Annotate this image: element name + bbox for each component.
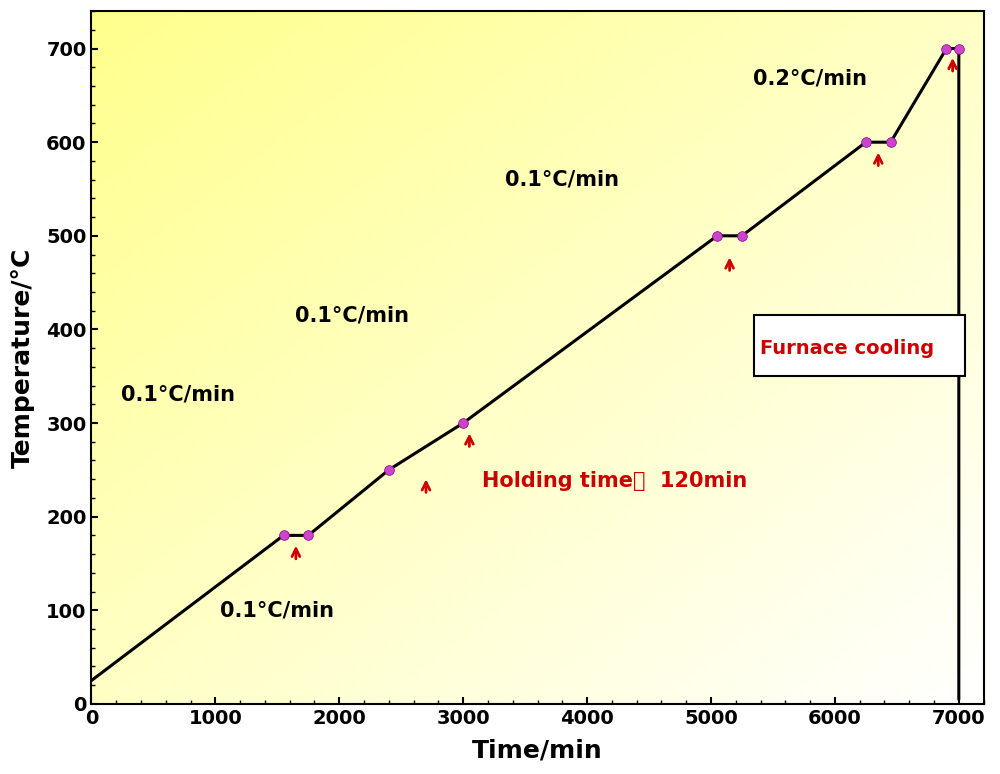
Text: Holding time：  120min: Holding time： 120min	[482, 471, 747, 491]
Text: 0.1°C/min: 0.1°C/min	[505, 170, 619, 190]
Text: 0.1°C/min: 0.1°C/min	[220, 601, 334, 620]
X-axis label: Time/min: Time/min	[472, 739, 603, 763]
Bar	[754, 315, 965, 376]
Text: 0.2°C/min: 0.2°C/min	[753, 69, 867, 88]
Y-axis label: Temperature/°C: Temperature/°C	[11, 248, 35, 467]
Text: 0.1°C/min: 0.1°C/min	[121, 385, 235, 405]
Text: Furnace cooling: Furnace cooling	[760, 339, 934, 358]
Text: 0.1°C/min: 0.1°C/min	[295, 306, 409, 325]
